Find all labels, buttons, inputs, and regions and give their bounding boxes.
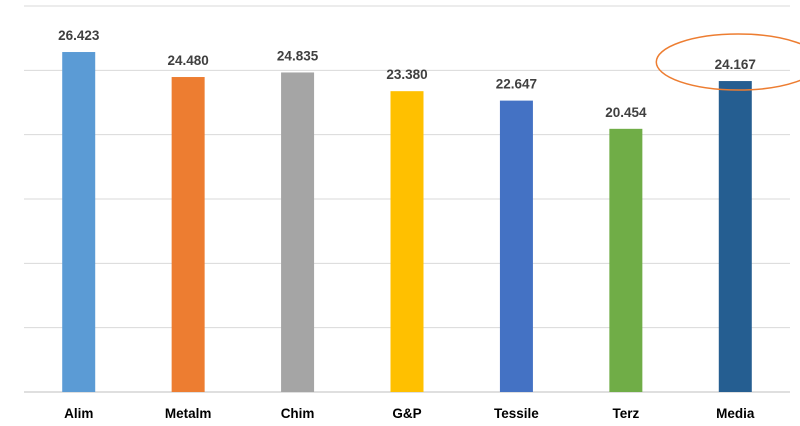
category-label: Metalm: [165, 406, 212, 421]
bar-g-p: [390, 91, 424, 392]
bar-terz: [609, 128, 643, 392]
data-label: 20.454: [605, 105, 647, 120]
data-label: 22.647: [496, 77, 537, 92]
bar-metalm: [171, 77, 205, 393]
bar-alim: [62, 52, 96, 392]
category-label: Terz: [612, 406, 639, 421]
category-label: G&P: [392, 406, 421, 421]
highlight-ellipse: [655, 33, 800, 91]
data-label: 26.423: [58, 28, 100, 43]
annotations: [655, 33, 800, 91]
data-label: 24.480: [167, 53, 208, 68]
bar-tessile: [499, 100, 533, 393]
bar-media: [718, 81, 752, 392]
category-label: Alim: [64, 406, 93, 421]
category-label: Chim: [281, 406, 315, 421]
data-label: 24.835: [277, 48, 319, 63]
data-labels: 26.423 24.480 24.835 23.380 22.647 20.454 24.1…: [58, 28, 756, 120]
bars: [62, 52, 752, 393]
data-label: 24.167: [715, 57, 756, 72]
category-label: Tessile: [494, 406, 539, 421]
data-label: 23.380: [386, 67, 427, 82]
bar-chim: [281, 72, 315, 393]
category-labels: Alim Metalm Chim G&P Tessile Terz Media: [64, 406, 755, 421]
category-label: Media: [716, 406, 755, 421]
